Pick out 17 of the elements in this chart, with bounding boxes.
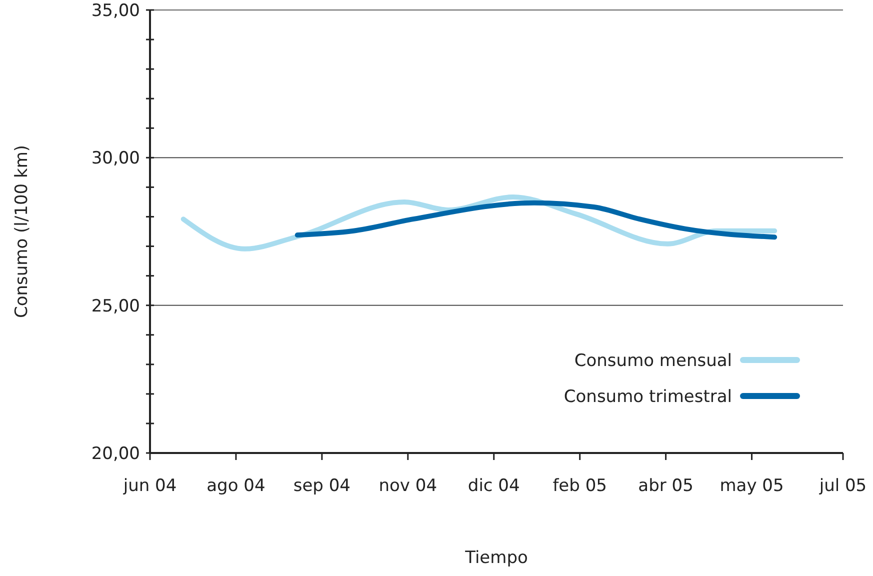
x-tick-label: dic 04 bbox=[468, 476, 520, 496]
x-axis-title: Tiempo bbox=[464, 548, 528, 568]
x-tick-label: ago 04 bbox=[206, 476, 266, 496]
legend-label: Consumo mensual bbox=[574, 350, 732, 371]
x-tick-label: feb 05 bbox=[552, 476, 607, 496]
y-axis-title: Consumo (l/100 km) bbox=[12, 144, 32, 318]
x-tick-label: may 05 bbox=[720, 476, 784, 496]
x-tick-label: sep 04 bbox=[293, 476, 351, 496]
y-tick-label: 30,00 bbox=[91, 148, 140, 169]
x-tick-label: abr 05 bbox=[638, 476, 694, 496]
y-tick-label: 25,00 bbox=[91, 296, 140, 316]
y-tick-label: 35,00 bbox=[91, 0, 140, 21]
x-tick-label: jun 04 bbox=[122, 476, 177, 496]
x-tick-label: nov 04 bbox=[378, 476, 438, 496]
x-tick-label: jul 05 bbox=[818, 476, 867, 496]
y-tick-label: 20,00 bbox=[91, 444, 140, 464]
legend-label: Consumo trimestral bbox=[564, 386, 732, 407]
